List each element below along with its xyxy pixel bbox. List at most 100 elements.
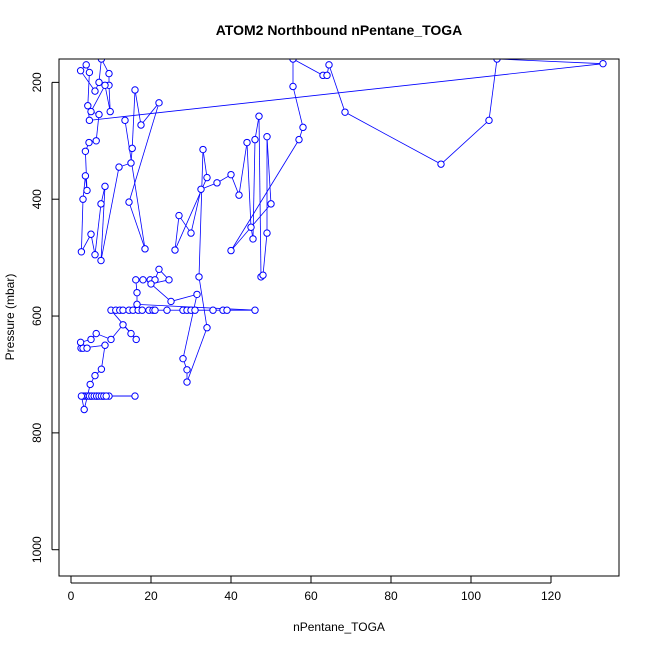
data-point [92, 329, 100, 338]
data-point [119, 306, 127, 314]
data-point [141, 245, 149, 253]
data-point [97, 59, 106, 63]
series-segment [252, 139, 256, 239]
data-point [139, 276, 147, 284]
data-point [76, 338, 85, 347]
data-point [97, 256, 105, 265]
data-point [199, 145, 207, 154]
data-point [91, 87, 99, 95]
series-segment [134, 89, 142, 126]
x-tick-label: 100 [461, 589, 481, 603]
data-point [84, 102, 92, 110]
data-point [493, 59, 501, 63]
series-segment [262, 233, 268, 276]
series-segment [140, 102, 160, 126]
data-point [79, 195, 87, 203]
data-point [437, 160, 445, 168]
data-point [101, 182, 109, 191]
data-point [163, 306, 171, 314]
data-point [249, 235, 257, 243]
data-point [267, 200, 275, 208]
data-point [106, 107, 114, 116]
y-tick-label: 400 [30, 189, 44, 209]
series-segment [85, 151, 88, 191]
series-segment [182, 294, 198, 359]
data-point [81, 172, 90, 180]
data-point [227, 246, 235, 255]
data-point [119, 321, 127, 329]
data-point [115, 163, 123, 171]
data-point [102, 392, 110, 400]
data-point [76, 66, 85, 75]
data-point [138, 306, 146, 314]
data-point [183, 366, 191, 374]
data-point [289, 59, 297, 63]
data-point [147, 280, 155, 288]
data-point [255, 112, 263, 120]
x-tick-label: 20 [144, 589, 158, 603]
data-point [82, 61, 90, 69]
series-segment [246, 142, 252, 228]
data-point [223, 306, 231, 314]
data-point [203, 324, 211, 332]
series-segment [254, 116, 260, 140]
y-tick-label: 800 [30, 423, 44, 443]
x-tick-label: 80 [384, 589, 398, 603]
x-tick-label: 120 [541, 589, 561, 603]
data-point [132, 276, 140, 284]
data-point [83, 344, 91, 352]
data-point [299, 123, 307, 132]
data-point [155, 265, 163, 274]
plot-frame [58, 58, 620, 577]
data-point [191, 306, 199, 314]
series-segment [94, 203, 102, 255]
data-point [128, 144, 136, 153]
series-points [76, 59, 607, 414]
data-point [131, 86, 139, 94]
data-point [91, 251, 99, 259]
data-point [325, 61, 333, 69]
data-point [80, 405, 88, 414]
series-segment [198, 149, 204, 277]
x-tick-label: 0 [68, 589, 75, 603]
series-segment [87, 72, 90, 106]
data-point [263, 229, 271, 237]
x-axis-label: nPentane_TOGA [293, 620, 385, 634]
data-point [227, 170, 235, 179]
series-segment [258, 116, 262, 277]
x-axis: 0 20 40 60 80 100 120 [68, 576, 561, 603]
data-point [179, 354, 187, 363]
data-point [175, 211, 183, 220]
data-point [95, 78, 103, 87]
data-point [137, 121, 145, 129]
series-segment [170, 294, 198, 302]
data-point [247, 223, 255, 231]
data-point [133, 300, 141, 309]
data-point [213, 179, 221, 187]
y-tick-label: 1000 [30, 536, 44, 563]
data-point [203, 173, 211, 182]
data-point [295, 135, 303, 144]
data-point [165, 276, 173, 284]
data-point [77, 248, 86, 256]
data-point [101, 81, 109, 89]
data-point [151, 306, 159, 314]
data-point [83, 186, 91, 195]
data-point [323, 71, 331, 80]
y-tick-label: 600 [30, 306, 44, 326]
data-point [133, 288, 141, 297]
data-point [87, 230, 95, 238]
series-segment [230, 139, 300, 251]
x-tick-label: 60 [304, 589, 318, 603]
series-segment [124, 120, 146, 249]
data-point [195, 273, 203, 281]
data-point [107, 335, 115, 344]
series-segment [488, 59, 498, 121]
series-segment [80, 70, 96, 92]
y-axis-label: Pressure (mbar) [3, 274, 17, 361]
series-segment [190, 189, 202, 234]
data-point [197, 185, 205, 193]
series-segment [292, 86, 304, 128]
data-point [193, 290, 201, 299]
series-segment [131, 89, 136, 149]
